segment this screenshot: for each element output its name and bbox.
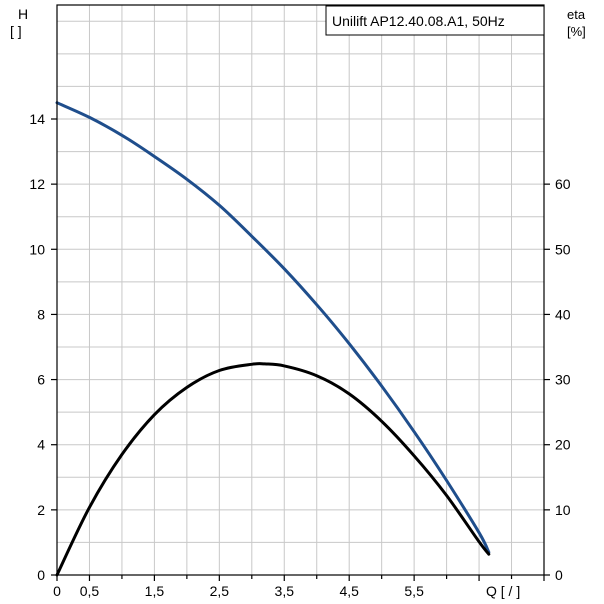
left-axis-label: H xyxy=(18,6,28,22)
right-tick-label: 60 xyxy=(555,176,571,192)
left-tick-label: 14 xyxy=(29,111,45,127)
right-axis-unit: [%] xyxy=(567,24,586,39)
left-tick-label: 10 xyxy=(29,241,45,257)
right-tick-label: 0 xyxy=(555,567,563,583)
axes: 0 2 4 6 8 10 12 14 0 10 20 30 40 50 60 0 0,5 1,5 2,5 3,5 4,5… xyxy=(29,111,570,599)
right-axis-label: eta xyxy=(567,7,586,22)
left-tick-label: 6 xyxy=(37,372,45,388)
x-tick-label: 2,5 xyxy=(210,583,230,599)
left-tick-label: 2 xyxy=(37,502,45,518)
efficiency-curve xyxy=(55,362,491,577)
right-tick-label: 50 xyxy=(555,241,571,257)
right-tick-label: 10 xyxy=(555,502,571,518)
title-box xyxy=(325,5,545,36)
right-tick-label: 30 xyxy=(555,372,571,388)
x-tick-label: 3,5 xyxy=(275,583,295,599)
x-tick-label: 5,5 xyxy=(404,583,424,599)
left-tick-label: 4 xyxy=(37,437,45,453)
left-tick-label: 0 xyxy=(37,567,45,583)
chart-title: Unilift AP12.40.08.A1, 50Hz xyxy=(332,13,505,29)
x-tick-label: 1,5 xyxy=(145,583,165,599)
plot-frame xyxy=(56,4,545,576)
curves xyxy=(55,101,491,577)
left-axis-unit: [ ] xyxy=(10,23,22,39)
left-tick-label: 8 xyxy=(37,306,45,322)
left-tick-label: 12 xyxy=(29,176,45,192)
right-tick-label: 40 xyxy=(555,306,571,322)
x-axis-label: Q [ / ] xyxy=(486,583,520,599)
x-tick-label: 0 xyxy=(53,583,61,599)
x-tick-label: 0,5 xyxy=(80,583,100,599)
right-tick-label: 20 xyxy=(555,437,571,453)
grid xyxy=(57,5,544,575)
x-tick-label: 4,5 xyxy=(339,583,359,599)
head-curve xyxy=(55,101,491,554)
